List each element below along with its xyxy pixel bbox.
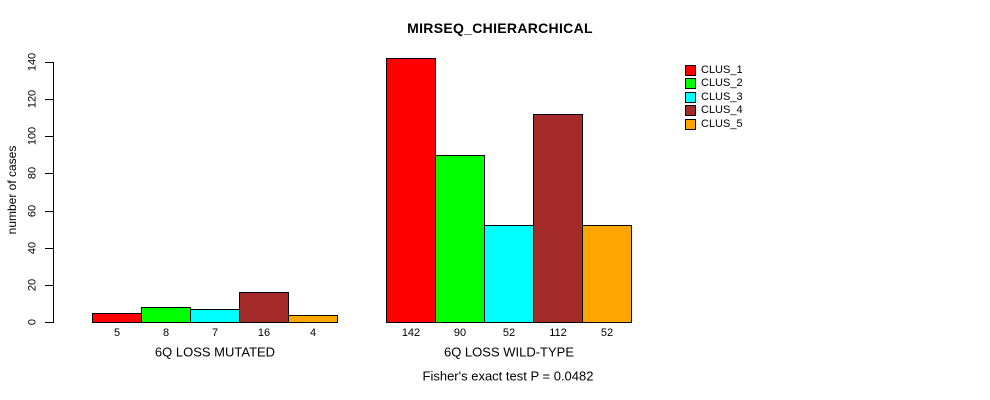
- bar-value-label: 4: [309, 327, 317, 339]
- bar-clus_2-group1: [141, 307, 191, 323]
- y-tick-label: 100: [26, 127, 39, 146]
- y-axis-tick: [45, 284, 53, 286]
- group-label: 6Q LOSS WILD-TYPE: [443, 344, 575, 360]
- y-axis-line: [53, 62, 54, 323]
- bar-clus_5-group2: [582, 225, 632, 323]
- annotation-text: Fisher's exact test P = 0.0482: [422, 368, 594, 384]
- bar-value-label: 16: [257, 327, 271, 339]
- y-tick-label: 80: [26, 167, 39, 180]
- y-axis-title: number of cases: [5, 145, 19, 235]
- legend-swatch-clus_5: [685, 118, 696, 130]
- bar-value-label: 142: [401, 327, 421, 339]
- y-tick-label: 0: [26, 318, 39, 326]
- group-label: 6Q LOSS MUTATED: [154, 344, 276, 360]
- bar-value-label: 112: [549, 327, 567, 339]
- legend-label-clus_3: CLUS_3: [701, 90, 743, 103]
- legend-label-clus_2: CLUS_2: [701, 77, 743, 90]
- y-tick-label: 40: [26, 241, 39, 254]
- bar-value-label: 5: [113, 327, 121, 339]
- y-tick-label: 140: [26, 52, 39, 72]
- y-axis-tick: [45, 173, 53, 175]
- y-axis-tick: [45, 322, 53, 323]
- y-tick-label: 60: [26, 204, 39, 217]
- y-axis-tick: [45, 210, 53, 212]
- legend-label-clus_1: CLUS_1: [701, 64, 743, 76]
- bar-clus_3-group2: [484, 225, 534, 323]
- bar-clus_2-group2: [435, 154, 485, 323]
- bar-clus_5-group1: [288, 314, 338, 323]
- legend-swatch-clus_2: [685, 78, 696, 90]
- legend-label-clus_5: CLUS_5: [701, 117, 743, 130]
- bar-value-label: 8: [162, 327, 170, 339]
- y-axis-tick: [45, 62, 53, 63]
- bar-clus_4-group2: [533, 114, 583, 323]
- chart-title: MIRSEQ_CHIERARCHICAL: [407, 20, 593, 36]
- bar-clus_4-group1: [239, 292, 289, 323]
- bar-value-label: 7: [211, 327, 219, 339]
- bar-clus_1-group2: [386, 58, 436, 323]
- bar-value-label: 52: [600, 327, 614, 339]
- bar-value-label: 90: [453, 327, 467, 339]
- y-axis-tick: [45, 136, 53, 138]
- y-axis-tick: [45, 99, 53, 101]
- bar-clus_3-group1: [190, 309, 240, 323]
- y-tick-label: 120: [26, 89, 39, 109]
- y-axis-tick: [45, 247, 53, 249]
- bar-value-label: 52: [502, 327, 516, 339]
- y-tick-label: 20: [26, 278, 39, 291]
- legend-swatch-clus_1: [685, 65, 696, 76]
- legend-swatch-clus_4: [685, 105, 696, 117]
- legend-label-clus_4: CLUS_4: [701, 104, 743, 117]
- bar-clus_1-group1: [92, 312, 142, 323]
- legend-swatch-clus_3: [685, 91, 696, 103]
